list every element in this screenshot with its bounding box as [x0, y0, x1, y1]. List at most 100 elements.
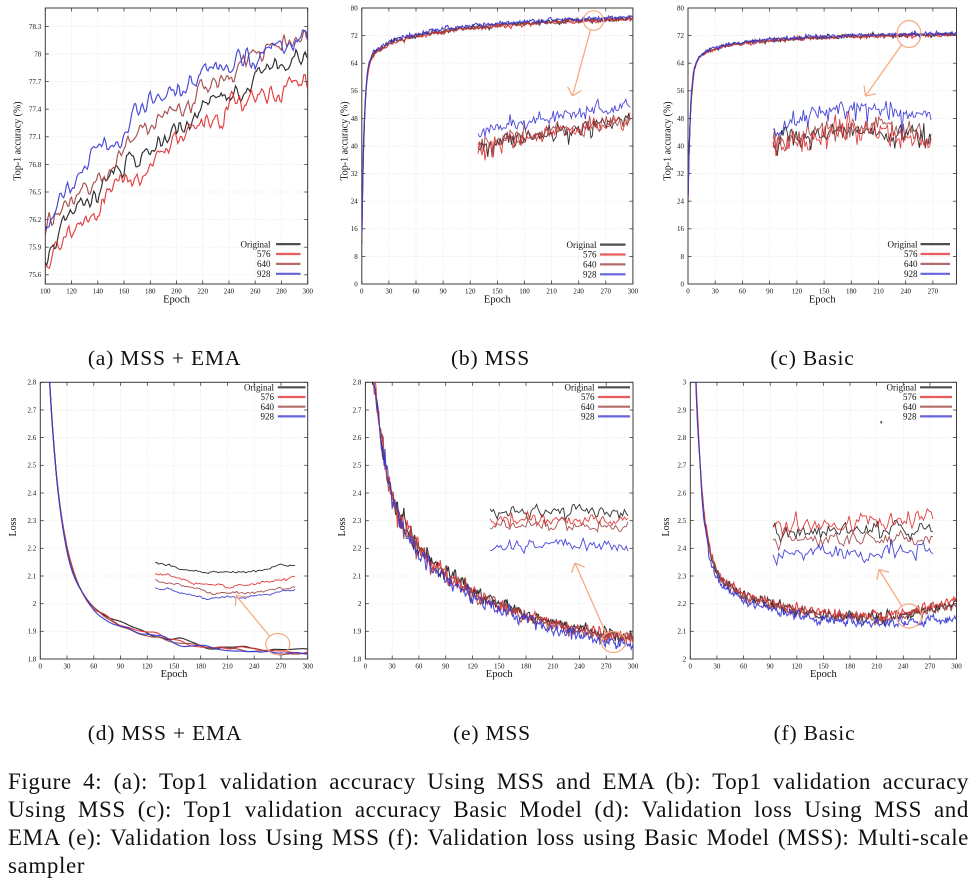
svg-text:270: 270 — [276, 662, 287, 670]
svg-text:2.3: 2.3 — [353, 517, 362, 525]
svg-text:928: 928 — [257, 269, 271, 279]
svg-text:210: 210 — [546, 287, 557, 295]
svg-text:Original: Original — [241, 239, 271, 249]
svg-text:300: 300 — [951, 662, 962, 670]
svg-text:260: 260 — [250, 287, 261, 295]
svg-text:928: 928 — [903, 412, 917, 422]
svg-text:640: 640 — [261, 402, 275, 412]
svg-text:77.4: 77.4 — [29, 106, 42, 114]
svg-text:2.4: 2.4 — [28, 489, 37, 497]
svg-text:Epoch: Epoch — [809, 295, 837, 306]
svg-text:60: 60 — [415, 662, 423, 670]
svg-text:3: 3 — [683, 379, 687, 387]
svg-text:2.7: 2.7 — [353, 406, 362, 414]
svg-text:48: 48 — [677, 115, 685, 123]
svg-text:Loss: Loss — [337, 517, 348, 536]
svg-text:180: 180 — [846, 287, 857, 295]
svg-text:2.8: 2.8 — [28, 379, 37, 387]
svg-text:80: 80 — [351, 4, 359, 12]
svg-text:210: 210 — [547, 662, 558, 670]
svg-text:Epoch: Epoch — [810, 669, 838, 680]
svg-text:90: 90 — [767, 662, 775, 670]
svg-text:240: 240 — [249, 662, 260, 670]
svg-text:78.3: 78.3 — [29, 23, 42, 31]
svg-text:60: 60 — [90, 662, 98, 670]
svg-text:120: 120 — [66, 287, 77, 295]
svg-text:576: 576 — [904, 249, 918, 259]
svg-text:2.8: 2.8 — [353, 379, 362, 387]
svg-text:928: 928 — [581, 412, 595, 422]
svg-text:75.6: 75.6 — [29, 271, 42, 279]
svg-text:30: 30 — [389, 662, 397, 670]
svg-text:928: 928 — [583, 270, 597, 280]
svg-text:240: 240 — [898, 662, 909, 670]
svg-text:16: 16 — [677, 225, 685, 233]
svg-text:56: 56 — [351, 87, 359, 95]
svg-text:40: 40 — [677, 142, 685, 150]
svg-text:30: 30 — [713, 662, 721, 670]
svg-text:90: 90 — [440, 287, 448, 295]
svg-text:576: 576 — [257, 249, 271, 259]
svg-text:1.8: 1.8 — [28, 655, 37, 663]
svg-text:77.7: 77.7 — [29, 78, 42, 86]
svg-text:Original: Original — [567, 240, 597, 250]
svg-text:270: 270 — [601, 287, 612, 295]
svg-text:60: 60 — [739, 287, 747, 295]
svg-text:Original: Original — [887, 383, 917, 393]
svg-text:240: 240 — [573, 287, 584, 295]
svg-text:0: 0 — [681, 280, 685, 288]
svg-text:180: 180 — [519, 287, 530, 295]
svg-text:72: 72 — [351, 32, 359, 40]
svg-text:180: 180 — [145, 287, 156, 295]
svg-text:300: 300 — [302, 662, 313, 670]
svg-text:240: 240 — [574, 662, 585, 670]
svg-text:210: 210 — [222, 662, 233, 670]
svg-text:0: 0 — [686, 287, 690, 295]
svg-text:1.9: 1.9 — [28, 628, 37, 636]
svg-text:2.6: 2.6 — [353, 434, 362, 442]
svg-text:Original: Original — [888, 239, 918, 249]
svg-text:928: 928 — [261, 412, 275, 422]
svg-text:150: 150 — [819, 287, 830, 295]
svg-text:2: 2 — [683, 655, 687, 663]
svg-text:120: 120 — [142, 662, 153, 670]
svg-text:0: 0 — [689, 662, 693, 670]
svg-text:1.9: 1.9 — [353, 628, 362, 636]
svg-text:48: 48 — [351, 115, 359, 123]
svg-text:640: 640 — [583, 260, 597, 270]
svg-text:2.6: 2.6 — [678, 489, 687, 497]
svg-text:2.5: 2.5 — [353, 462, 362, 470]
svg-text:2.9: 2.9 — [678, 406, 687, 414]
svg-text:576: 576 — [903, 392, 917, 402]
svg-text:Loss: Loss — [8, 517, 19, 536]
svg-text:Top-1 accuracy (%): Top-1 accuracy (%) — [663, 101, 674, 180]
svg-text:2.7: 2.7 — [28, 406, 37, 414]
svg-text:150: 150 — [169, 662, 180, 670]
svg-text:180: 180 — [521, 662, 532, 670]
svg-text:2: 2 — [358, 600, 362, 608]
svg-text:Loss: Loss — [661, 517, 672, 536]
svg-text:2.1: 2.1 — [28, 572, 37, 580]
svg-text:30: 30 — [385, 287, 393, 295]
svg-text:Top-1 accuracy (%): Top-1 accuracy (%) — [13, 101, 24, 180]
svg-text:Epoch: Epoch — [484, 295, 512, 306]
svg-text:300: 300 — [302, 287, 313, 295]
svg-text:76.5: 76.5 — [29, 188, 42, 196]
svg-text:120: 120 — [792, 287, 803, 295]
svg-text:280: 280 — [276, 287, 287, 295]
svg-text:80: 80 — [677, 4, 685, 12]
svg-text:270: 270 — [601, 662, 612, 670]
svg-text:0: 0 — [364, 662, 368, 670]
svg-text:Original: Original — [244, 383, 274, 393]
svg-text:120: 120 — [467, 662, 478, 670]
svg-text:24: 24 — [677, 198, 685, 206]
svg-text:72: 72 — [677, 32, 685, 40]
svg-text:270: 270 — [925, 662, 936, 670]
svg-text:30: 30 — [64, 662, 72, 670]
svg-text:2.8: 2.8 — [678, 434, 687, 442]
svg-text:2.7: 2.7 — [678, 462, 687, 470]
svg-text:100: 100 — [40, 287, 51, 295]
svg-text:220: 220 — [197, 287, 208, 295]
svg-text:76.2: 76.2 — [29, 216, 42, 224]
svg-text:240: 240 — [224, 287, 235, 295]
